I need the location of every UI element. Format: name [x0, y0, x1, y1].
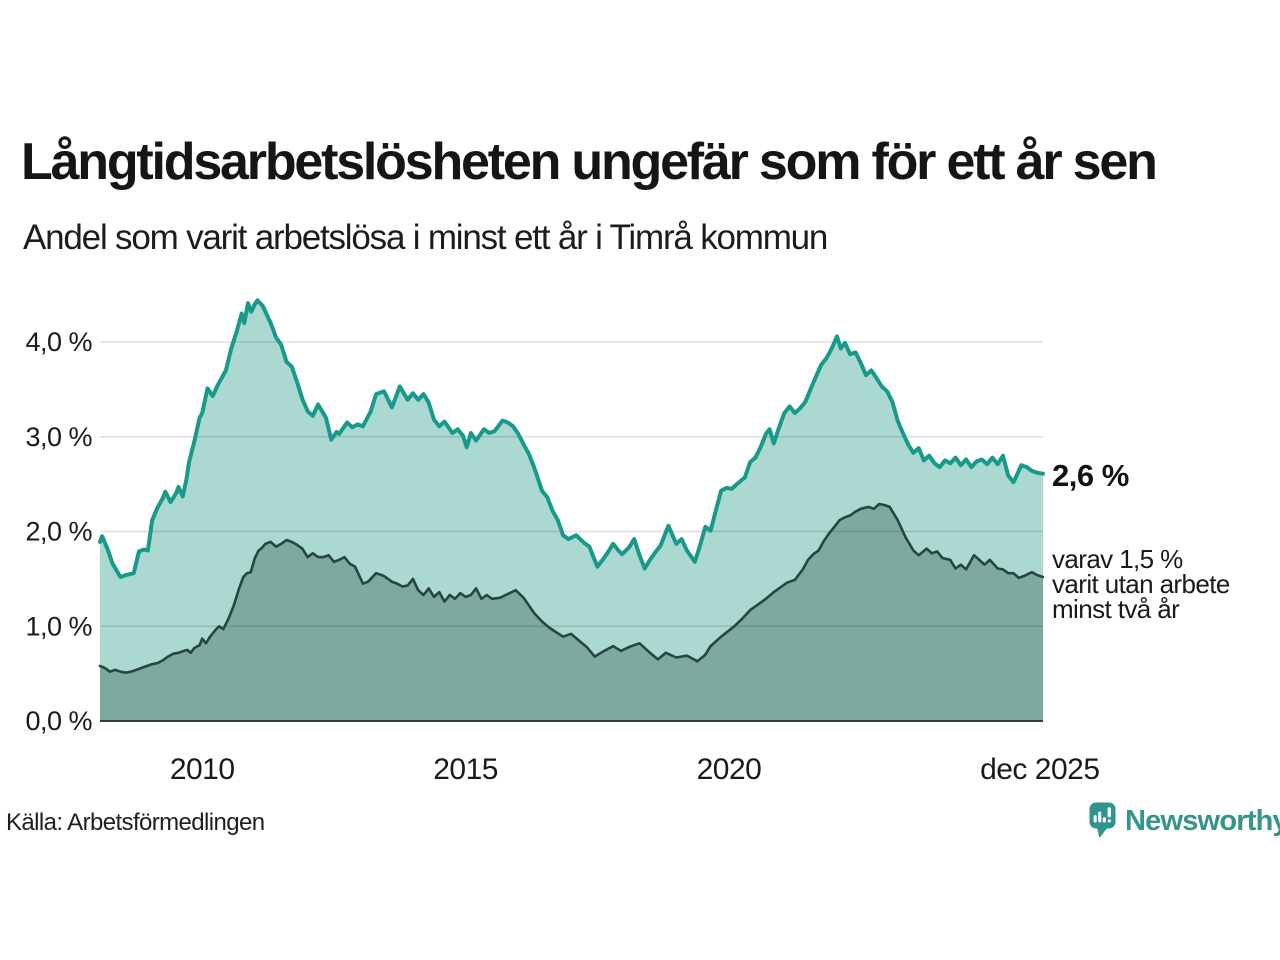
series-area-utan-arbete-minst-tva-ar [100, 504, 1043, 721]
page-title: Långtidsarbetslösheten ungefär som för e… [21, 133, 1158, 191]
page-subtitle: Andel som varit arbetslösa i minst ett å… [23, 218, 828, 257]
x-tick-label: 2015 [433, 753, 498, 786]
newsworthy-wordmark: Newsworthy [1125, 805, 1280, 837]
y-tick-label: 2,0 % [25, 517, 92, 547]
series-line-utan-arbete-minst-tva-ar [98, 502, 1045, 674]
y-tick-label: 0,0 % [25, 706, 92, 736]
newsworthy-icon [1089, 802, 1116, 838]
x-tick-label: 2010 [170, 753, 235, 786]
source-caption: Källa: Arbetsförmedlingen [6, 809, 265, 836]
y-tick-label: 3,0 % [25, 422, 92, 452]
x-tick-label: dec 2025 [980, 753, 1099, 786]
y-tick-label: 1,0 % [25, 611, 92, 641]
series2-end-note-line2: varit utan arbete [1052, 569, 1230, 599]
series2-end-note: varav 1,5 % varit utan arbete minst två … [1052, 544, 1230, 624]
series2-end-note-line3: minst två år [1052, 594, 1180, 624]
series1-end-value-label: 2,6 % [1052, 458, 1129, 493]
x-tick-label: 2020 [697, 753, 762, 786]
newsworthy-logo: Newsworthy [1089, 802, 1280, 840]
series2-end-note-line1: varav 1,5 % [1052, 544, 1183, 574]
y-tick-label: 4,0 % [25, 327, 92, 357]
series-line-arbetslosa-minst-ett-ar [98, 298, 1045, 579]
